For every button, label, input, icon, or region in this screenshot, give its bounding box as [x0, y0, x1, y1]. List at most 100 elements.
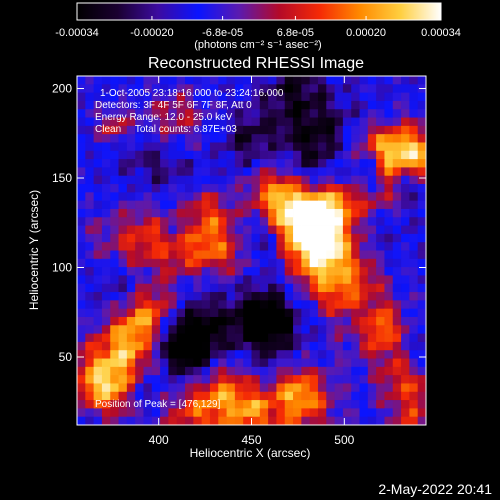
- heatmap-cell: [176, 208, 186, 218]
- heatmap-cell: [259, 350, 269, 359]
- heatmap-cell: [234, 350, 244, 359]
- heatmap-cell: [193, 142, 203, 152]
- heatmap-cell: [259, 134, 269, 143]
- heatmap-cell: [409, 84, 419, 94]
- heatmap-cell: [135, 325, 144, 334]
- heatmap-cell: [101, 92, 111, 102]
- heatmap-cell: [293, 283, 302, 293]
- heatmap-cell: [234, 366, 244, 376]
- heatmap-cell: [293, 400, 302, 409]
- heatmap-cell: [185, 225, 194, 235]
- heatmap-cell: [168, 100, 178, 110]
- heatmap-cell: [151, 341, 161, 351]
- heatmap-cell: [367, 292, 377, 301]
- heatmap-cell: [243, 100, 252, 110]
- heatmap-cell: [342, 316, 352, 326]
- heatmap-cell: [309, 275, 319, 285]
- heatmap-cell: [293, 184, 302, 193]
- heatmap-cell: [317, 267, 327, 276]
- heatmap-cell: [351, 383, 360, 393]
- heatmap-cell: [351, 242, 360, 251]
- heatmap-cell: [218, 408, 227, 418]
- heatmap-cell: [201, 92, 211, 102]
- heatmap-cell: [185, 150, 194, 160]
- heatmap-cell: [326, 184, 335, 193]
- heatmap-cell: [301, 125, 311, 135]
- heatmap-cell: [359, 208, 369, 218]
- heatmap-cell: [401, 100, 410, 110]
- heatmap-cell: [168, 117, 178, 127]
- heatmap-cell: [309, 308, 319, 318]
- heatmap-cell: [284, 92, 294, 102]
- heatmap-cell: [85, 275, 95, 285]
- heatmap-cell: [201, 208, 211, 218]
- heatmap-cell: [168, 84, 178, 94]
- heatmap-cell: [417, 258, 426, 268]
- heatmap-cell: [376, 150, 385, 160]
- heatmap-cell: [301, 316, 311, 326]
- heatmap-cell: [251, 316, 261, 326]
- heatmap-cell: [234, 325, 244, 334]
- heatmap-cell: [326, 416, 335, 425]
- heatmap-cell: [143, 366, 153, 376]
- heatmap-cell: [176, 292, 186, 301]
- heatmap-cell: [168, 325, 178, 334]
- heatmap-cell: [401, 184, 410, 193]
- heatmap-cell: [168, 408, 178, 418]
- heatmap-cell: [293, 125, 302, 135]
- heatmap-cell: [118, 150, 128, 160]
- heatmap-cell: [126, 175, 136, 185]
- heatmap-cell: [251, 325, 261, 334]
- heatmap-cell: [193, 225, 203, 235]
- heatmap-cell: [376, 383, 385, 393]
- heatmap-cell: [384, 84, 394, 94]
- heatmap-cell: [135, 100, 144, 110]
- heatmap-cell: [293, 375, 302, 384]
- heatmap-cell: [218, 267, 227, 276]
- heatmap-cell: [351, 184, 360, 193]
- heatmap-cell: [201, 275, 211, 285]
- heatmap-cell: [301, 242, 311, 251]
- heatmap-cell: [243, 250, 252, 260]
- heatmap-cell: [151, 316, 161, 326]
- heatmap-cell: [367, 76, 377, 85]
- heatmap-cell: [284, 142, 294, 152]
- heatmap-cell: [259, 76, 269, 85]
- heatmap-cell: [209, 134, 219, 143]
- heatmap-cell: [342, 225, 352, 235]
- heatmap-cell: [401, 217, 410, 226]
- heatmap-cell: [243, 242, 252, 251]
- heatmap-cell: [135, 366, 144, 376]
- heatmap-cell: [351, 316, 360, 326]
- heatmap-cell: [135, 408, 144, 418]
- heatmap-cell: [218, 109, 227, 118]
- heatmap-cell: [234, 76, 244, 85]
- heatmap-cell: [367, 383, 377, 393]
- heatmap-cell: [251, 366, 261, 376]
- heatmap-cell: [151, 333, 161, 343]
- heatmap-cell: [334, 225, 344, 235]
- heatmap-cell: [143, 175, 153, 185]
- heatmap-cell: [118, 292, 128, 301]
- heatmap-cell: [218, 192, 227, 202]
- heatmap-cell: [118, 225, 128, 235]
- heatmap-cell: [417, 208, 426, 218]
- heatmap-cell: [334, 258, 344, 268]
- heatmap-cell: [317, 325, 327, 334]
- heatmap-cell: [93, 416, 103, 425]
- heatmap-cell: [417, 316, 426, 326]
- heatmap-cell: [126, 250, 136, 260]
- heatmap-cell: [101, 275, 111, 285]
- heatmap-cell: [151, 76, 161, 85]
- heatmap-cell: [384, 300, 394, 310]
- heatmap-cell: [342, 267, 352, 276]
- heatmap-cell: [342, 300, 352, 310]
- heatmap-cell: [317, 283, 327, 293]
- heatmap-cell: [351, 217, 360, 226]
- heatmap-cell: [176, 325, 186, 334]
- heatmap-cell: [409, 283, 419, 293]
- heatmap-cell: [143, 316, 153, 326]
- heatmap-cell: [376, 175, 385, 185]
- heatmap-cell: [268, 200, 277, 210]
- heatmap-cell: [135, 117, 144, 127]
